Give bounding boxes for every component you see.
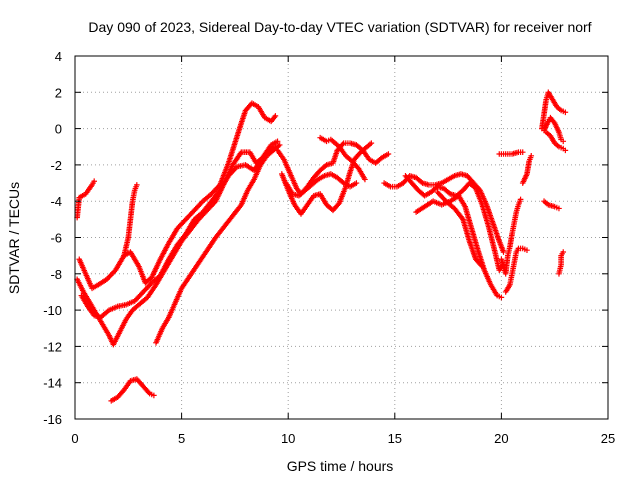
series-track-h <box>274 140 392 197</box>
data-point <box>272 113 279 119</box>
series-track-g <box>108 376 157 404</box>
y-tick-label: -12 <box>43 339 62 354</box>
x-tick-label: 10 <box>281 431 295 446</box>
series-track-e <box>74 178 97 221</box>
series-track-c <box>78 138 281 321</box>
data-point <box>368 140 375 146</box>
series-track-f <box>121 182 140 259</box>
data-point <box>362 176 368 183</box>
data-point <box>91 178 97 185</box>
y-tick-label: -6 <box>50 231 62 246</box>
series-track-o <box>434 189 486 270</box>
data-point <box>498 294 505 301</box>
series-track-q <box>502 245 530 295</box>
data-point <box>151 392 157 399</box>
data-point <box>528 153 535 159</box>
x-tick-label: 15 <box>388 431 402 446</box>
data-point <box>524 247 530 254</box>
data-point <box>500 249 507 255</box>
data-point <box>134 182 140 188</box>
series-track-r <box>496 149 526 157</box>
y-tick-label: -2 <box>50 158 62 173</box>
data-point <box>562 147 569 154</box>
series-track-n <box>413 192 505 301</box>
data-point <box>519 149 526 155</box>
y-tick-label: -14 <box>43 376 62 391</box>
data-point <box>339 141 346 148</box>
data-point <box>276 142 283 148</box>
data-points <box>74 89 569 404</box>
y-tick-label: 4 <box>55 49 62 64</box>
data-point <box>562 109 569 116</box>
y-axis-title: SDTVAR / TECUs <box>6 182 22 294</box>
series-track-w <box>541 198 562 212</box>
plot-frame <box>74 55 609 420</box>
y-tick-label: -16 <box>43 412 62 427</box>
series-track-a <box>76 100 279 292</box>
y-tick-label: -10 <box>43 303 62 318</box>
y-tick-label: -4 <box>50 194 62 209</box>
data-point <box>385 151 392 157</box>
data-point <box>145 389 152 396</box>
x-tick-label: 25 <box>601 431 615 446</box>
data-point <box>479 263 486 270</box>
series-track-x <box>556 249 567 277</box>
grid <box>75 56 608 419</box>
y-tick-label: -8 <box>50 267 62 282</box>
series-track-m <box>402 172 507 273</box>
series-track-k <box>317 134 368 183</box>
series-track-v <box>543 129 569 154</box>
chart-title: Day 090 of 2023, Sidereal Day-to-day VTE… <box>88 19 591 35</box>
series-track-l <box>381 171 507 255</box>
data-point <box>517 196 524 203</box>
data-point <box>560 249 567 255</box>
x-tick-label: 20 <box>494 431 508 446</box>
series-track-d <box>153 142 283 346</box>
data-point <box>274 138 281 145</box>
series-track-i <box>279 140 375 217</box>
series-track-p <box>498 196 524 277</box>
series-track-s <box>519 153 535 186</box>
y-tick-label: 0 <box>55 122 62 137</box>
series-track-t <box>539 89 569 132</box>
x-tick-label: 5 <box>178 431 185 446</box>
data-point <box>560 138 567 145</box>
data-point <box>335 201 342 208</box>
x-axis-title: GPS time / hours <box>287 458 394 474</box>
data-point <box>353 180 360 186</box>
series-track-j <box>283 171 360 199</box>
data-point <box>478 262 484 269</box>
x-tick-label: 0 <box>71 431 78 446</box>
data-point <box>556 205 562 212</box>
y-tick-label: 2 <box>55 85 62 100</box>
series-track-u <box>541 114 567 145</box>
